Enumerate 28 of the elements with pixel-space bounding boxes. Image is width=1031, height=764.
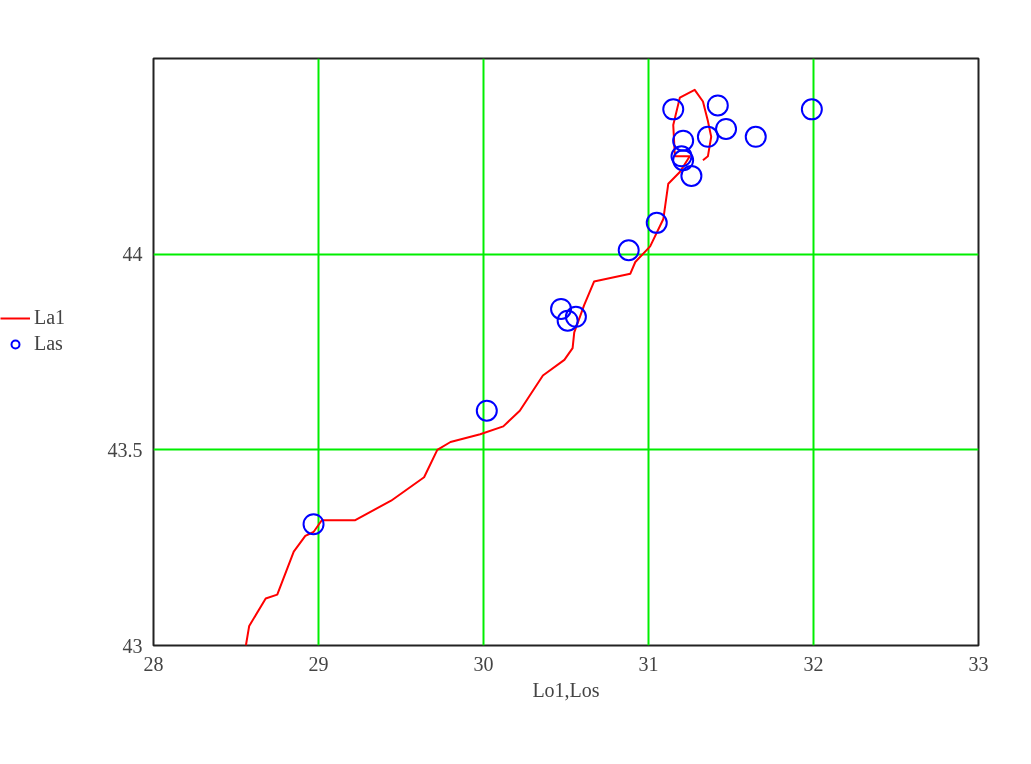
point <box>706 94 729 117</box>
point <box>564 305 587 328</box>
line-series <box>244 88 713 646</box>
point <box>800 98 823 121</box>
x-tick-label: 28 <box>143 652 164 675</box>
legend-label: La1 <box>34 306 66 329</box>
x-tick-label: 30 <box>473 652 494 675</box>
x-tick-label: 33 <box>968 652 989 675</box>
point <box>715 117 738 140</box>
x-tick-label: 29 <box>308 652 329 675</box>
x-tick-label: 32 <box>803 652 824 675</box>
point <box>696 125 719 148</box>
point <box>645 211 668 234</box>
point <box>550 297 573 320</box>
y-tick-label: 43 <box>122 634 143 657</box>
point <box>744 125 767 148</box>
point <box>617 239 640 262</box>
point <box>680 164 703 187</box>
point <box>475 399 498 422</box>
y-tick-label: 44 <box>122 243 143 266</box>
x-axis-title: Lo1,Los <box>532 678 600 701</box>
y-tick-label: 43.5 <box>107 438 143 461</box>
point <box>302 513 325 536</box>
point <box>556 309 579 332</box>
legend-label: Las <box>34 332 63 355</box>
point <box>662 98 685 121</box>
x-tick-label: 31 <box>638 652 659 675</box>
point <box>672 129 695 152</box>
